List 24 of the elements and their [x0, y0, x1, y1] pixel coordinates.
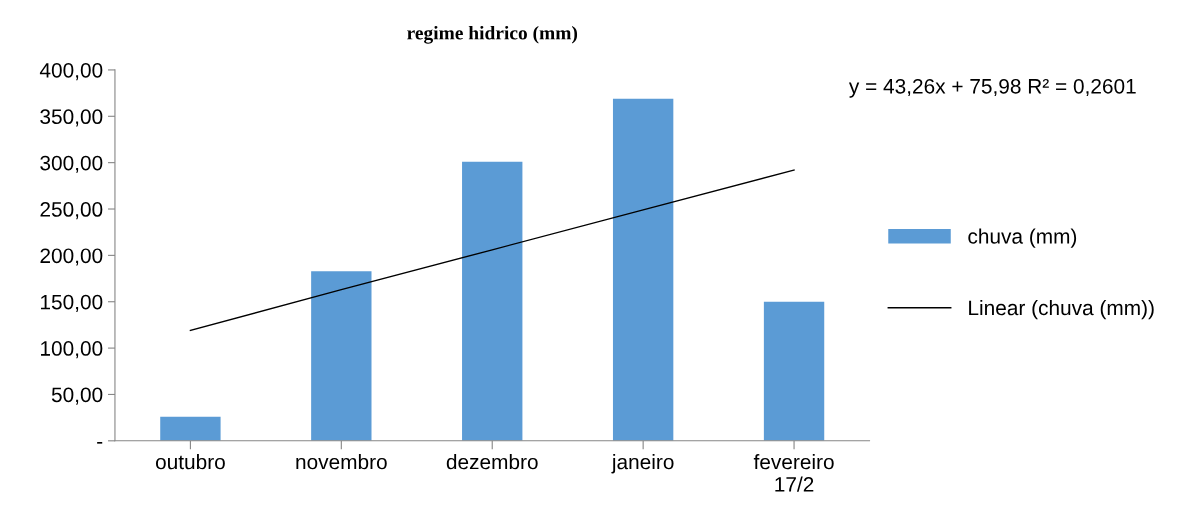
legend-label: chuva (mm): [968, 228, 1077, 248]
y-tick-label: 100,00: [41, 341, 103, 359]
y-tick-label: 250,00: [40, 202, 103, 220]
bar: [160, 416, 221, 441]
bar: [311, 271, 372, 441]
chart-title: regime hidrico (mm): [407, 25, 578, 44]
y-tick-label: 50,00: [51, 387, 103, 405]
x-tick-label: novembro: [296, 454, 387, 470]
y-tick-label: 400,00: [39, 62, 103, 81]
bar: [612, 98, 674, 441]
annotation: y = 43,26x + 75,98 R² = 0,2601: [848, 78, 1136, 98]
y-tick-label: 300,00: [40, 155, 103, 173]
line-series: [189, 169, 795, 332]
x-tick-label: fevereiro 17/2: [753, 454, 834, 492]
y-tick-label: 200,00: [40, 248, 103, 266]
legend-label: Linear (chuva (mm)): [969, 299, 1154, 320]
x-tick-label: outubro: [155, 454, 225, 470]
x-tick-label: dezembro: [446, 454, 538, 470]
y-tick-label: -: [97, 442, 103, 444]
bar: [462, 161, 523, 441]
bar: [763, 301, 825, 441]
y-tick-label: 350,00: [40, 109, 103, 127]
y-tick-label: 150,00: [41, 294, 103, 312]
x-tick-label: janeiro: [611, 454, 674, 474]
